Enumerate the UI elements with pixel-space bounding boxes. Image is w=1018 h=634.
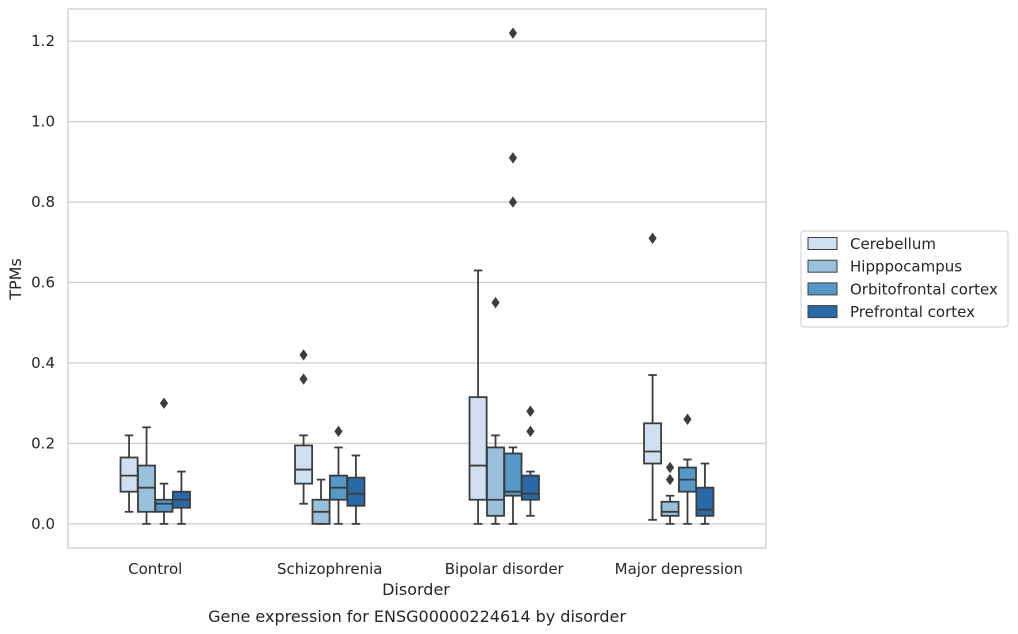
x-axis-title: Disorder [382, 580, 450, 599]
box-iqr [154, 498, 174, 513]
box-iqr [520, 474, 540, 501]
boxes [119, 27, 715, 525]
y-tick-label: 1.0 [31, 113, 55, 131]
y-tick-label: 0.8 [31, 193, 55, 211]
box-iqr [137, 464, 156, 513]
x-tick-label: Bipolar disorder [445, 560, 565, 578]
box-iqr [503, 452, 523, 497]
outlier-point [508, 27, 518, 39]
box-orbitofrontal-cortex [503, 27, 523, 525]
box-iqr [294, 444, 314, 485]
box-hipppocampus [660, 461, 680, 525]
box-iqr [643, 422, 663, 465]
outlier-point [491, 296, 500, 309]
box-hipppocampus [311, 478, 331, 525]
box-cerebellum [468, 269, 488, 525]
legend-frame [800, 230, 1009, 328]
y-tick-label: 0.4 [31, 354, 55, 372]
legend-label: Cerebellum [850, 235, 936, 253]
outlier-point [299, 373, 308, 385]
outlier-point [159, 397, 169, 409]
x-tick-labels: Control Schizophrenia Bipolar disorder Majo… [128, 560, 743, 578]
box-iqr [660, 500, 680, 517]
legend-label: Prefrontal cortex [850, 303, 975, 321]
box-iqr [119, 456, 139, 493]
box-iqr [468, 396, 488, 501]
legend: Cerebellum Hipppocampus Orbitofrontal cort… [800, 230, 1009, 328]
x-tick-label: Schizophrenia [277, 560, 382, 578]
outlier-point [334, 425, 343, 438]
legend-swatch [807, 282, 838, 296]
box-prefrontal-cortex [346, 454, 366, 525]
outlier-point [683, 413, 692, 425]
chart-caption: Gene expression for ENSG00000224614 by d… [208, 607, 626, 626]
y-axis-title: TPMs [6, 258, 25, 301]
box-orbitofrontal-cortex [678, 413, 697, 525]
outlier-point [508, 152, 518, 164]
outlier-point [526, 425, 535, 438]
y-tick-label: 0.0 [31, 515, 55, 533]
legend-label: Orbitofrontal cortex [850, 280, 998, 298]
outlier-point [299, 349, 308, 361]
legend-swatch [807, 259, 838, 273]
legend-swatch [807, 237, 838, 250]
box-prefrontal-cortex [695, 462, 715, 525]
outlier-point [648, 232, 657, 244]
y-tick-label: 0.2 [31, 434, 55, 452]
box-prefrontal-cortex [171, 470, 191, 525]
box-prefrontal-cortex [520, 405, 540, 517]
box-iqr [695, 486, 715, 517]
plot-frame [67, 8, 767, 549]
outlier-point [665, 461, 675, 474]
box-cerebellum [294, 349, 314, 505]
plot-area [68, 9, 766, 548]
box-cerebellum [643, 232, 663, 521]
legend-swatch [807, 305, 838, 319]
box-hipppocampus [137, 426, 156, 525]
y-tick-labels: 0.0 0.2 0.4 0.6 0.8 1.0 1.2 [31, 32, 55, 533]
outlier-point [665, 473, 675, 486]
box-cerebellum [119, 434, 139, 513]
y-tick-label: 1.2 [31, 32, 55, 50]
x-tick-label: Control [128, 560, 182, 578]
y-tick-label: 0.6 [31, 274, 55, 292]
outlier-point [508, 196, 518, 208]
box-iqr [486, 446, 505, 517]
x-tick-label: Major depression [615, 560, 743, 578]
outlier-point [526, 405, 535, 417]
legend-label: Hipppocampus [850, 258, 962, 276]
box-iqr [346, 476, 366, 507]
grid-lines [68, 40, 766, 525]
